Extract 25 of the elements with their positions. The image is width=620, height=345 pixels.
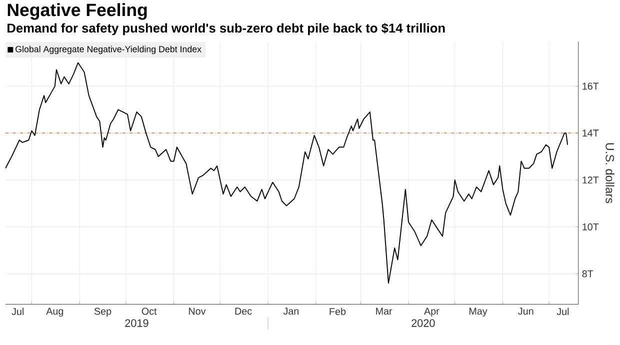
y-tick-label: 12T [582, 176, 599, 184]
chart-title: Negative Feeling [8, 3, 147, 20]
x-tick-label: Apr [424, 308, 440, 317]
x-tick-label: May [469, 308, 488, 317]
y-tick-label: 16T [582, 82, 599, 90]
x-tick-label: Oct [142, 308, 157, 315]
x-tick-label: Mar [376, 308, 392, 315]
line-series [5, 62, 568, 284]
y-tick-label: 14T [582, 130, 599, 137]
text: 2019 [125, 319, 148, 327]
x-tick-label: Jul [556, 308, 569, 316]
x-tick-label: Jul [12, 308, 24, 316]
x-tick-label: Nov [188, 308, 206, 315]
x-tick-label: Jun [518, 308, 534, 315]
chart-subtitle: Demand for safety pushed world's sub-zero debt pile back to $14 trillion [8, 23, 445, 36]
x-tick-label: Jan [283, 308, 298, 315]
y-axis-title: U.S. dollars [606, 143, 614, 204]
legend-label: Global Aggregate Negative-Yielding Debt Index [16, 46, 202, 54]
x-tick-label: Dec [235, 308, 252, 315]
x-tick-label: Sep [94, 308, 112, 317]
x-tick-label: Aug [46, 308, 64, 317]
y-tick-label: 8T [582, 270, 594, 278]
y-tick-label: 10T [582, 223, 599, 230]
text: 2020 [412, 319, 435, 327]
x-tick-label: Feb [330, 308, 346, 316]
